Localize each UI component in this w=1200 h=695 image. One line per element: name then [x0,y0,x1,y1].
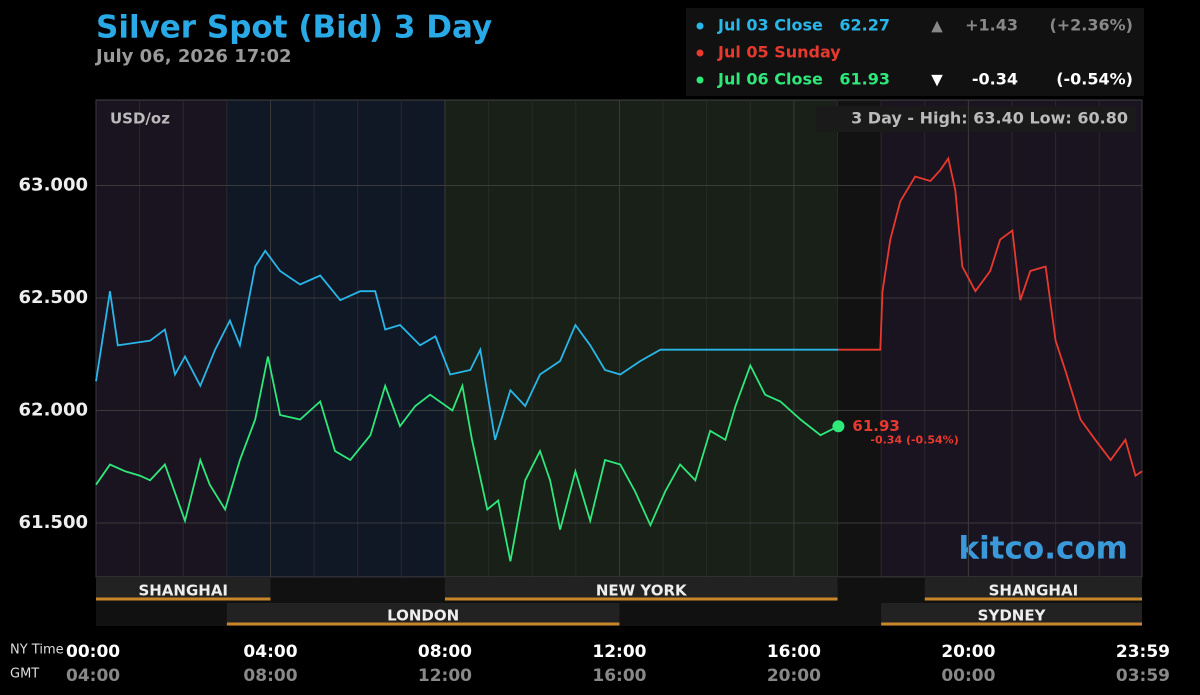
y-tick-label: 63.000 [19,175,88,196]
y-tick-label: 61.500 [19,512,88,533]
x-axis-label: NY Time [10,643,64,658]
x2-axis-label: GMT [10,667,39,682]
session-shade [444,100,838,577]
x2-tick-label: 03:59 [1116,666,1170,686]
y-tick-label: 62.500 [19,287,88,308]
x2-tick-label: 00:00 [941,666,995,686]
session-label: SHANGHAI [138,582,228,600]
end-label: 61.93 [852,417,899,435]
x2-tick-label: 04:00 [66,666,120,686]
x-tick-label: 04:00 [243,642,297,662]
chart-title: Silver Spot (Bid) 3 Day [96,10,492,46]
legend-arrow: ▲ [931,17,943,35]
legend-label: Jul 03 Close [717,16,823,35]
legend-change-pct: (-0.54%) [1056,70,1133,89]
session-bar [924,578,1142,600]
x-tick-label: 08:00 [418,642,472,662]
x2-tick-label: 16:00 [592,666,646,686]
legend-dot [696,22,704,30]
series-line [95,249,839,441]
watermark: kitco.com [959,531,1129,567]
x2-tick-label: 12:00 [418,666,472,686]
session-shade [837,100,882,577]
y-tick-label: 62.000 [19,400,88,421]
legend-label: Jul 05 Sunday [717,43,841,62]
x-tick-label: 12:00 [592,642,646,662]
legend-change: +1.43 [965,16,1018,35]
legend-close: 61.93 [839,70,890,89]
legend-change: -0.34 [972,70,1018,89]
range-note: 3 Day - High: 63.40 Low: 60.80 [851,109,1128,128]
end-marker [832,420,845,433]
session-bar [881,603,1142,625]
range-note-box [816,106,1136,132]
legend-box [686,8,1144,96]
session-bar [226,603,620,625]
legend-close: 62.27 [839,16,890,35]
x2-tick-label: 08:00 [243,666,297,686]
session-bar [96,578,271,600]
end-change: -0.34 (-0.54%) [870,433,958,446]
legend-dot [696,49,704,57]
x-tick-label: 20:00 [941,642,995,662]
series-line [95,356,839,562]
legend-dot [696,76,704,84]
session-shade [226,100,445,577]
legend-change-pct: (+2.36%) [1049,16,1133,35]
x-tick-label: 00:00 [66,642,120,662]
session-bar [444,578,838,600]
unit-label: USD/oz [110,110,170,128]
session-label: SYDNEY [978,607,1047,625]
session-shade [96,100,227,577]
legend-arrow: ▼ [931,71,943,89]
x2-tick-label: 20:00 [767,666,821,686]
session-label: NEW YORK [596,582,688,600]
legend-label: Jul 06 Close [717,70,823,89]
session-label: LONDON [387,607,459,625]
x-tick-label: 16:00 [767,642,821,662]
x-tick-label: 23:59 [1116,642,1170,662]
session-label: SHANGHAI [989,582,1079,600]
chart-subtitle: July 06, 2026 17:02 [94,46,292,67]
series-line [838,156,1143,478]
